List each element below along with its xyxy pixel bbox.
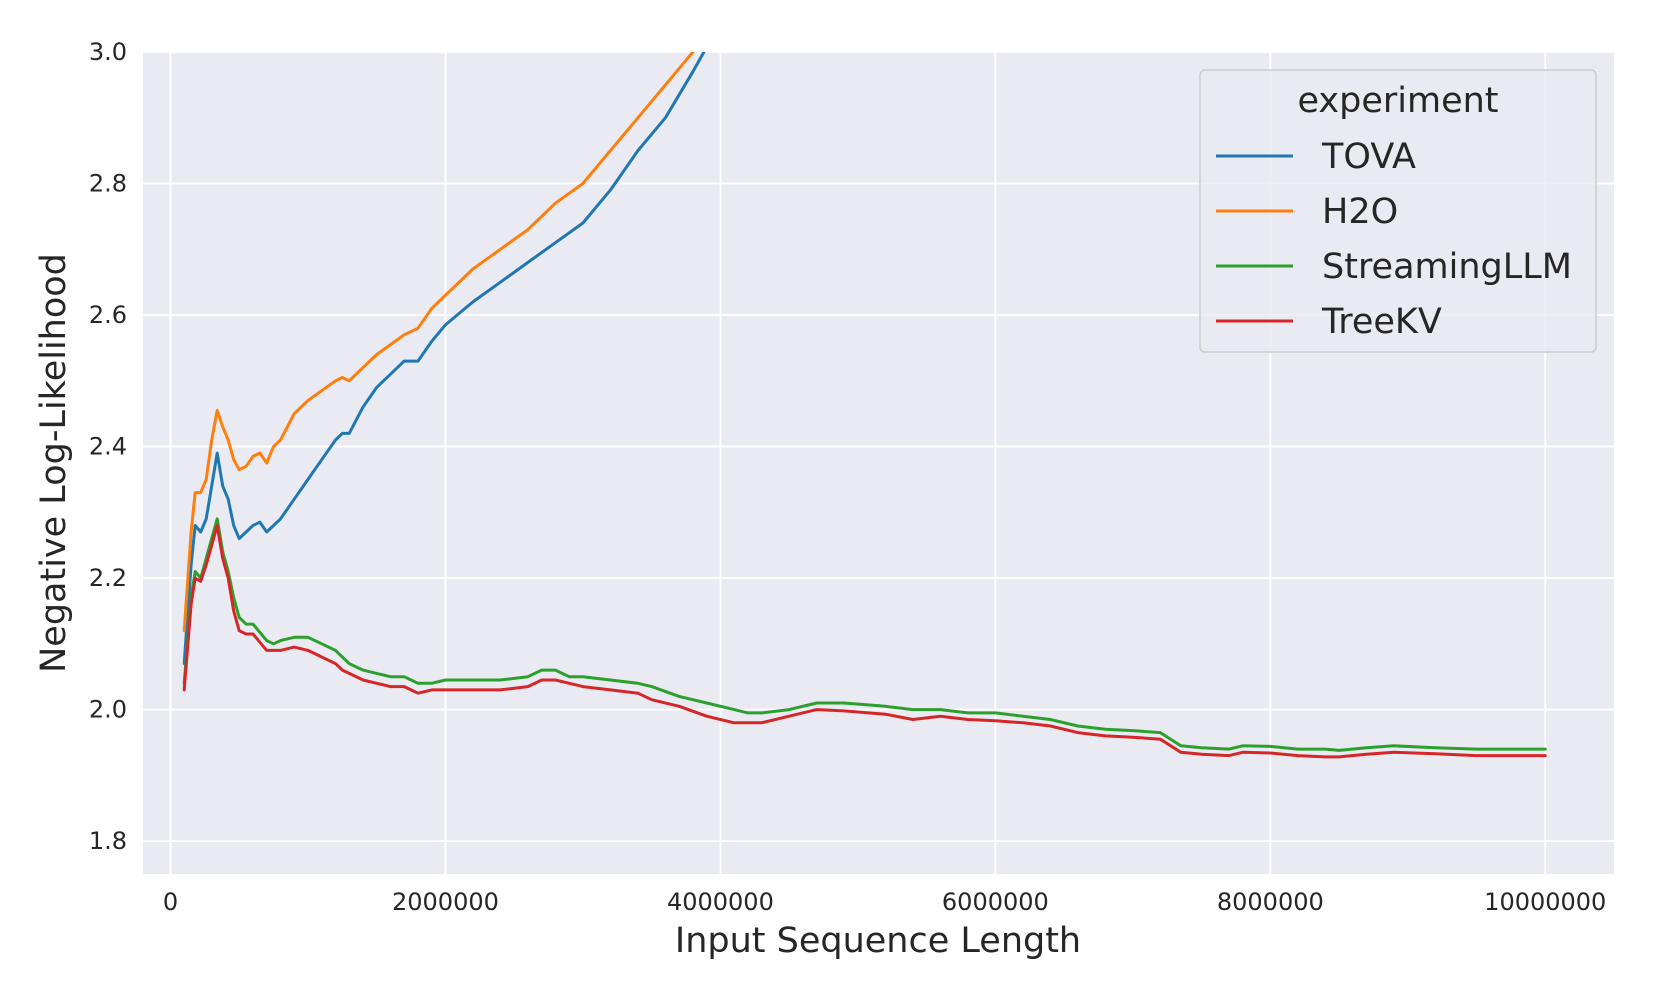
legend-title: experiment — [1297, 81, 1498, 121]
legend-label: H2O — [1322, 192, 1398, 232]
series-line-h2o — [182, 52, 695, 633]
y-tick-label: 1.8 — [89, 827, 127, 855]
y-tick-label: 2.4 — [89, 433, 127, 461]
x-tick-label: 10000000 — [1484, 888, 1606, 916]
y-tick-label: 3.0 — [89, 38, 127, 66]
legend-items: TOVA H2O StreamingLLM TreeKV — [1216, 137, 1572, 342]
x-tick-label: 0 — [163, 888, 178, 916]
legend-item-tova: TOVA — [1216, 137, 1416, 177]
legend-item-h2o: H2O — [1216, 192, 1398, 232]
series-lines — [182, 52, 1547, 759]
x-tick-labels: 0 2000000 4000000 6000000 8000000 10000000 — [163, 888, 1606, 916]
legend-label: TOVA — [1321, 137, 1416, 177]
legend-item-streamingllm: StreamingLLM — [1216, 247, 1572, 287]
x-tick-label: 6000000 — [942, 888, 1049, 916]
x-tick-label: 8000000 — [1217, 888, 1324, 916]
legend-box — [1199, 69, 1597, 353]
y-tick-label: 2.8 — [89, 170, 127, 198]
y-tick-labels: 1.8 2.0 2.2 2.4 2.6 2.8 3.0 — [89, 38, 127, 855]
legend: experiment TOVA H2O StreamingLLM TreeKV — [1199, 69, 1597, 353]
x-tick-label: 2000000 — [392, 888, 499, 916]
y-tick-label: 2.6 — [89, 301, 127, 329]
x-tick-label: 4000000 — [667, 888, 774, 916]
legend-label: StreamingLLM — [1322, 247, 1572, 287]
legend-item-treekv: TreeKV — [1216, 302, 1442, 342]
y-axis-title: Negative Log-Likelihood — [34, 253, 74, 673]
y-tick-label: 2.0 — [89, 696, 127, 724]
series-line-treekv — [182, 524, 1547, 759]
series-line-tova — [182, 52, 706, 666]
x-axis-title: Input Sequence Length — [675, 921, 1081, 961]
legend-label: TreeKV — [1321, 302, 1442, 342]
y-tick-label: 2.2 — [89, 564, 127, 592]
series-line-streamingllm — [182, 517, 1547, 752]
